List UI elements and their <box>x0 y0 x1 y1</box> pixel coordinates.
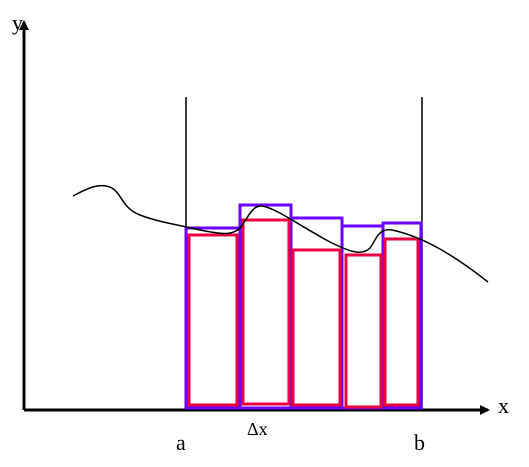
a-label: a <box>176 430 186 455</box>
lower-rectangles <box>187 218 420 409</box>
y-label: y <box>12 10 23 35</box>
curve <box>72 184 489 283</box>
upper-rectangles <box>184 203 423 410</box>
lower-rect <box>291 248 342 407</box>
lower-rect <box>241 218 291 406</box>
dx-label: Δx <box>247 419 268 439</box>
lower-rect <box>187 233 239 407</box>
upper-rect <box>381 221 423 410</box>
lower-rect <box>344 253 383 409</box>
b-label: b <box>414 430 425 455</box>
x-label: x <box>498 393 509 418</box>
lower-rect <box>383 237 420 407</box>
